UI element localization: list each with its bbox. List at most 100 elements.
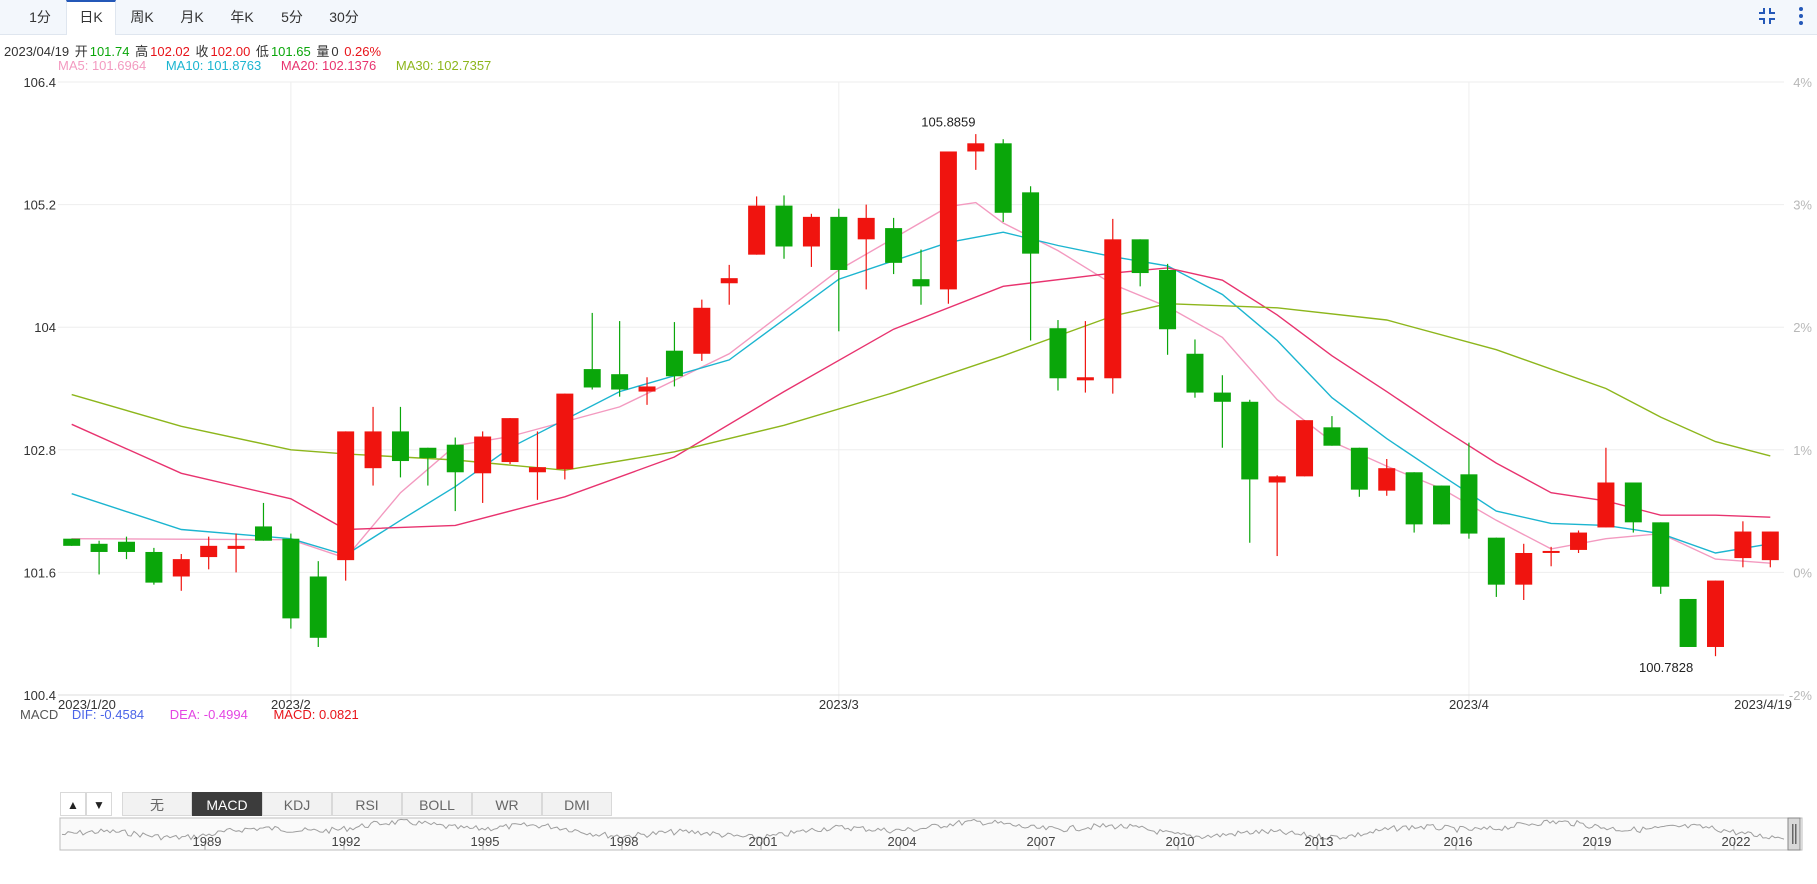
navigator-year-label: 1989 xyxy=(193,834,222,849)
candle[interactable] xyxy=(117,536,135,560)
candle[interactable] xyxy=(1022,186,1040,341)
tab-monthly-k[interactable]: 月K xyxy=(180,9,204,25)
indicator-tab-rsi[interactable]: RSI xyxy=(332,792,402,816)
candle[interactable] xyxy=(282,533,300,629)
candle[interactable] xyxy=(1570,530,1588,553)
dea-legend: DEA: -0.4994 xyxy=(169,707,248,722)
candle[interactable] xyxy=(1049,320,1067,391)
candle[interactable] xyxy=(775,195,793,259)
candle[interactable] xyxy=(556,393,574,480)
candle[interactable] xyxy=(446,437,464,512)
candle[interactable] xyxy=(254,502,272,541)
candle[interactable] xyxy=(885,217,903,275)
candle[interactable] xyxy=(419,447,437,486)
high-value: 102.02 xyxy=(150,44,190,59)
ma-legend: MA5: 101.6964 MA10: 101.8763 MA20: 102.1… xyxy=(58,58,493,73)
macd-value-legend: MACD: 0.0821 xyxy=(273,707,359,722)
candle[interactable] xyxy=(1131,239,1149,287)
candle[interactable] xyxy=(638,377,656,405)
candle[interactable] xyxy=(1433,485,1451,525)
navigator-year-label: 2016 xyxy=(1444,834,1473,849)
candle[interactable] xyxy=(611,321,629,397)
candle[interactable] xyxy=(1761,531,1779,568)
range-navigator[interactable]: 1989 1992 1995 1998 2001 2004 2007 2010 2013 2016… xyxy=(0,816,1817,856)
indicator-prev-button[interactable]: ▲ xyxy=(60,792,86,816)
candle[interactable] xyxy=(1652,522,1670,594)
y-tick-label: 101.6 xyxy=(23,565,56,580)
candle[interactable] xyxy=(391,406,409,478)
candle[interactable] xyxy=(172,554,190,591)
candle[interactable] xyxy=(1350,447,1368,497)
percent-tick-label: 4% xyxy=(1793,75,1812,90)
candle[interactable] xyxy=(1515,543,1533,600)
candle[interactable] xyxy=(1460,442,1478,539)
candle[interactable] xyxy=(90,540,108,575)
candle[interactable] xyxy=(1268,475,1286,557)
tab-daily-k[interactable]: 日K xyxy=(66,0,116,35)
open-label: 开 xyxy=(74,44,88,59)
candle[interactable] xyxy=(1542,546,1560,567)
candle[interactable] xyxy=(227,533,245,573)
candle[interactable] xyxy=(309,561,327,647)
candle[interactable] xyxy=(693,299,711,361)
candle[interactable] xyxy=(1186,339,1204,398)
tab-yearly-k[interactable]: 年K xyxy=(230,9,254,25)
candle[interactable] xyxy=(994,139,1012,222)
candle[interactable] xyxy=(1487,537,1505,597)
indicator-tab-dmi[interactable]: DMI xyxy=(542,792,612,816)
tab-5min[interactable]: 5分 xyxy=(281,9,303,25)
candle[interactable] xyxy=(1296,420,1314,477)
candle[interactable] xyxy=(1734,521,1752,568)
more-vertical-icon[interactable] xyxy=(1790,6,1812,28)
indicator-tab-none[interactable]: 无 xyxy=(122,792,192,816)
candle[interactable] xyxy=(1076,321,1094,393)
candle[interactable] xyxy=(802,213,820,267)
y-tick-label: 106.4 xyxy=(23,75,56,90)
candle[interactable] xyxy=(720,264,738,305)
candle[interactable] xyxy=(1707,580,1725,657)
candle[interactable] xyxy=(583,312,601,390)
candle[interactable] xyxy=(1679,598,1697,647)
tab-weekly-k[interactable]: 周K xyxy=(130,9,154,25)
low-label: 低 xyxy=(255,44,269,59)
collapse-icon[interactable] xyxy=(1756,6,1778,28)
y-tick-label: 105.2 xyxy=(23,198,56,213)
candle[interactable] xyxy=(1323,416,1341,446)
candle[interactable] xyxy=(1241,399,1259,543)
indicator-tab-wr[interactable]: WR xyxy=(472,792,542,816)
candle[interactable] xyxy=(63,538,81,546)
candle[interactable] xyxy=(364,406,382,486)
candle[interactable] xyxy=(748,196,766,255)
candle[interactable] xyxy=(1378,458,1396,496)
tab-1min[interactable]: 1分 xyxy=(29,9,51,25)
candle[interactable] xyxy=(1405,472,1423,533)
indicator-tab-kdj[interactable]: KDJ xyxy=(262,792,332,816)
candle[interactable] xyxy=(337,431,355,581)
candle[interactable] xyxy=(1159,263,1177,355)
candlestick-chart[interactable]: 106.4 105.2 104 102.8 101.6 100.4 4% 3% 2% 1% 0% -… xyxy=(0,0,1817,710)
indicator-tab-macd[interactable]: MACD xyxy=(192,792,262,816)
x-tick-label: 2023/4 xyxy=(1449,697,1489,710)
candle[interactable] xyxy=(200,536,218,570)
candle[interactable] xyxy=(830,208,848,332)
candle[interactable] xyxy=(665,322,683,387)
candle[interactable] xyxy=(1213,375,1231,448)
candle[interactable] xyxy=(1624,482,1642,533)
candle[interactable] xyxy=(474,431,492,503)
candle[interactable] xyxy=(501,418,519,465)
candle[interactable] xyxy=(967,134,985,170)
indicator-tab-boll[interactable]: BOLL xyxy=(402,792,472,816)
candle[interactable] xyxy=(1104,218,1122,394)
tab-30min[interactable]: 30分 xyxy=(329,9,359,25)
change-percent: 0.26% xyxy=(344,44,382,59)
navigator-handle[interactable] xyxy=(1787,817,1801,851)
indicator-next-button[interactable]: ▼ xyxy=(86,792,112,816)
candle[interactable] xyxy=(939,151,957,304)
candle[interactable] xyxy=(145,547,163,585)
candle[interactable] xyxy=(857,204,875,290)
ma5-legend: MA5: 101.6964 xyxy=(58,58,147,73)
candle[interactable] xyxy=(912,249,930,305)
candle[interactable] xyxy=(1597,447,1615,528)
candle[interactable] xyxy=(528,431,546,500)
open-value: 101.74 xyxy=(89,44,130,59)
